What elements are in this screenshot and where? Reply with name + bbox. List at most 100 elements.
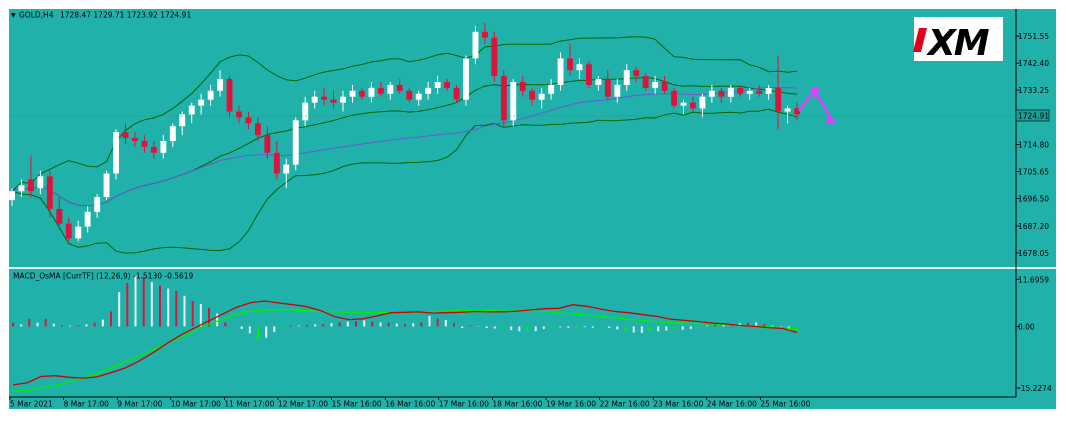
candle-body (406, 90, 413, 100)
candle (765, 84, 772, 100)
candle (46, 170, 53, 218)
candle (311, 90, 318, 109)
candle (207, 84, 214, 106)
macd-panel-background[interactable] (9, 269, 1016, 397)
candle (226, 76, 233, 118)
candle (737, 84, 744, 97)
candle-body (264, 135, 271, 153)
candle (794, 102, 800, 121)
candle-body (661, 82, 668, 91)
current-price-tag (1015, 109, 1050, 122)
candle-body (387, 84, 394, 94)
candle-body (377, 87, 384, 94)
candle-body (434, 82, 441, 88)
current-price-label: 1724.91 (1018, 112, 1049, 121)
price-tick-label: 1714.80 (1018, 141, 1049, 150)
time-tick-label: 12 Mar 17:00 (278, 400, 328, 409)
candle (340, 90, 346, 112)
candle (264, 126, 271, 159)
candle-body (75, 226, 82, 239)
chart-menu-arrow[interactable]: ▼ (11, 12, 16, 19)
candle (652, 76, 659, 94)
candle (179, 111, 186, 136)
candle-body (756, 90, 763, 94)
candle-body (198, 99, 205, 106)
candle (415, 90, 422, 106)
candle (169, 123, 176, 147)
candle-body (671, 90, 677, 106)
time-tick-label: 5 Mar 2021 (10, 400, 53, 409)
price-tick-label: 1696.50 (1018, 195, 1049, 204)
candle (680, 99, 687, 115)
macd-axis: 11.6959 0.00 -15.2274 (1016, 275, 1052, 393)
price-tick-label: 1751.55 (1018, 32, 1049, 41)
candle-body (680, 102, 687, 106)
candle (690, 96, 696, 112)
candle (604, 70, 611, 100)
candle-body (28, 179, 34, 192)
candle-body (160, 141, 167, 153)
candle-body (491, 37, 498, 77)
candle-body (169, 126, 176, 141)
candle (321, 87, 328, 106)
candle (472, 25, 479, 65)
candle (538, 87, 545, 109)
candle-body (245, 117, 252, 124)
candle (84, 205, 91, 233)
time-tick-label: 9 Mar 17:00 (117, 400, 163, 409)
candle (529, 87, 536, 106)
candle (595, 76, 602, 91)
candle-body (510, 82, 517, 121)
price-tick-label: 1742.40 (1018, 59, 1049, 68)
candle-body (746, 90, 753, 94)
candle (188, 102, 195, 124)
main-chart-background[interactable] (9, 9, 1016, 267)
candle (113, 129, 119, 180)
candle (28, 155, 34, 198)
xm-logo: XM (913, 17, 1003, 64)
candle-body (727, 87, 734, 97)
candle-body (18, 185, 25, 192)
candle (132, 132, 138, 147)
candle-body (359, 90, 365, 97)
candle-body (718, 90, 725, 97)
macd-tick-label: -15.2274 (1018, 384, 1052, 393)
time-axis: 5 Mar 2021 8 Mar 17:00 9 Mar 17:00 10 Mar 1… (9, 397, 811, 409)
candle (453, 84, 460, 103)
candle-body (784, 108, 791, 112)
candle-body (94, 197, 101, 212)
time-tick-label: 16 Mar 16:00 (385, 400, 435, 409)
candle (510, 79, 517, 127)
time-tick-label: 22 Mar 16:00 (600, 400, 650, 409)
candle-body (482, 31, 488, 38)
candlesticks (9, 22, 800, 242)
macd-histogram (12, 276, 798, 340)
candle (236, 105, 242, 124)
candle-body (472, 31, 479, 59)
candle-body (113, 132, 119, 174)
candle (482, 22, 488, 44)
candle-body (188, 105, 195, 115)
candle-body (604, 79, 611, 97)
candle-body (500, 76, 507, 121)
macd-tick-label: 0.00 (1018, 322, 1035, 331)
time-tick-label: 15 Mar 16:00 (332, 400, 382, 409)
time-tick-label: 11 Mar 17:00 (224, 400, 274, 409)
candle (633, 67, 640, 82)
candle (302, 96, 309, 127)
candle (9, 188, 15, 206)
candle (500, 70, 507, 127)
candle-body (690, 102, 696, 109)
time-tick-label: 10 Mar 17:00 (171, 400, 221, 409)
candle-body (519, 82, 526, 91)
candle-body (633, 70, 640, 77)
candle (245, 111, 252, 130)
time-tick-label: 17 Mar 16:00 (439, 400, 489, 409)
candle (784, 105, 791, 124)
candle (37, 170, 44, 195)
time-tick-label: 8 Mar 17:00 (64, 400, 110, 409)
candle-body (538, 93, 545, 100)
candle (65, 217, 72, 242)
candle-body (207, 90, 214, 100)
